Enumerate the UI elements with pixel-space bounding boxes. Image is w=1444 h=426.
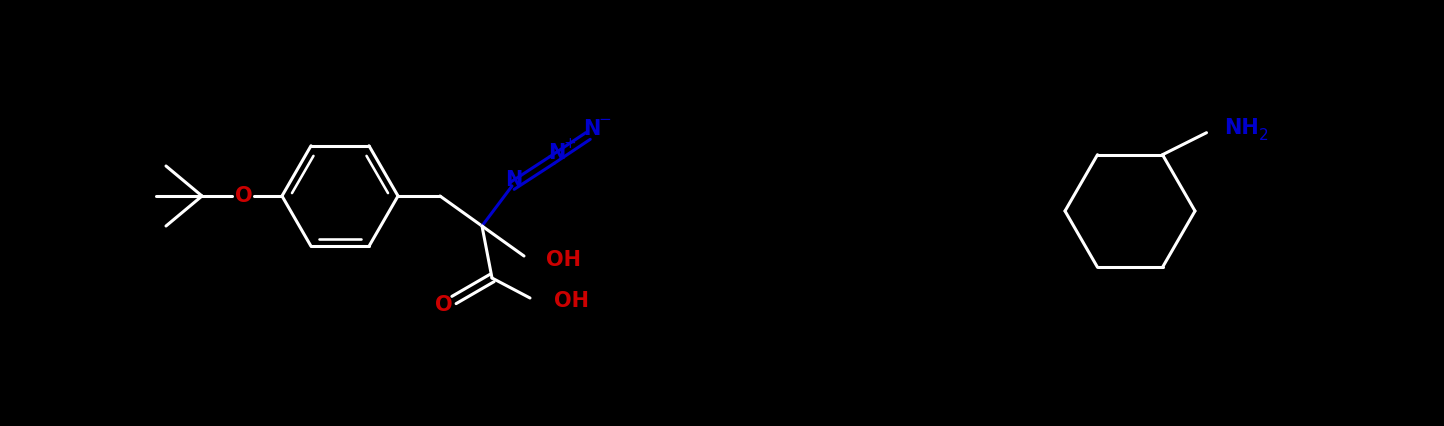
Text: OH: OH <box>546 250 580 270</box>
Text: N: N <box>549 143 566 163</box>
Text: OH: OH <box>554 291 589 311</box>
Text: N: N <box>505 170 523 190</box>
Text: O: O <box>235 186 253 206</box>
Text: N: N <box>583 119 601 139</box>
Text: NH: NH <box>1225 118 1259 138</box>
Text: −: − <box>599 112 611 127</box>
Text: 2: 2 <box>1259 128 1268 143</box>
Text: +: + <box>563 135 576 150</box>
Text: O: O <box>435 295 453 315</box>
